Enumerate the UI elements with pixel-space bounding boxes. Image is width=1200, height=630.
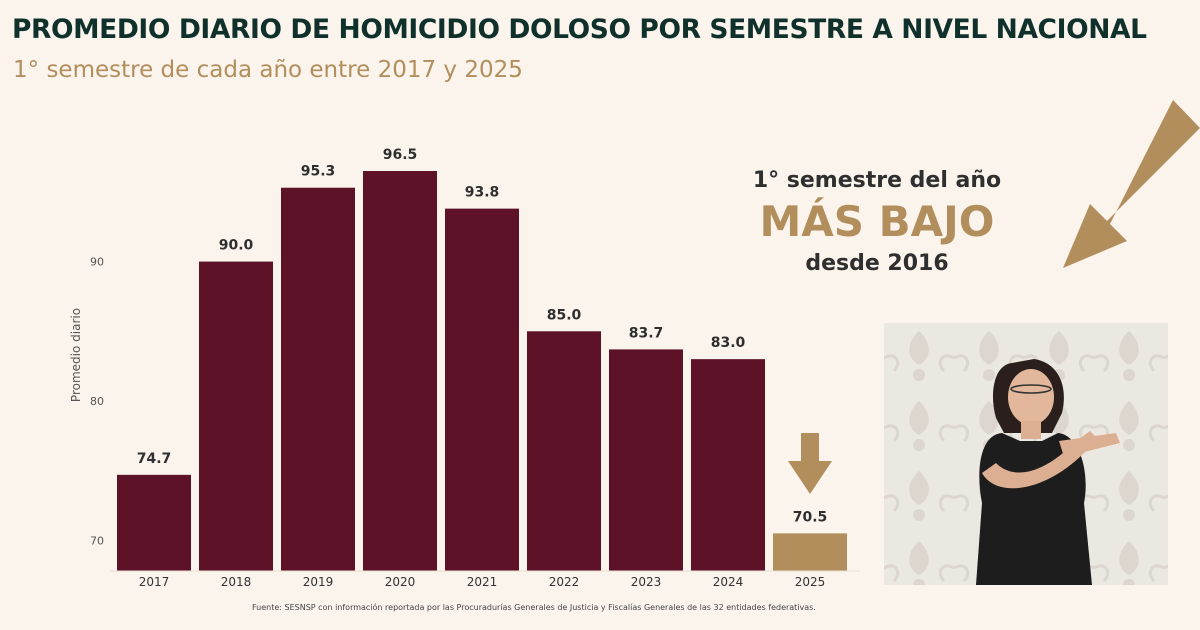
- callout-line-2: MÁS BAJO: [759, 197, 995, 246]
- bar-2021: [445, 208, 519, 571]
- x-tick-label-2021: 2021: [467, 575, 498, 589]
- source-note: Fuente: SESNSP con información reportada…: [252, 603, 816, 612]
- value-label-2022: 85.0: [547, 307, 582, 323]
- value-label-2019: 95.3: [301, 164, 336, 180]
- y-tick-label: 90: [90, 256, 104, 269]
- x-tick-label-2017: 2017: [139, 575, 170, 589]
- callout-line-3: desde 2016: [805, 251, 949, 276]
- bar-2025: [773, 533, 847, 571]
- chart-subtitle: 1° semestre de cada año entre 2017 y 202…: [13, 57, 523, 83]
- down-arrow-icon: [788, 433, 832, 494]
- bar-chart: Promedio diario 70 80 90 74.7 2017 90.0 2018 95.…: [69, 147, 860, 589]
- x-tick-label-2019: 2019: [303, 575, 334, 589]
- chart-title: PROMEDIO DIARIO DE HOMICIDIO DOLOSO POR …: [12, 14, 1147, 45]
- value-label-2017: 74.7: [137, 451, 172, 467]
- x-tick-label-2025: 2025: [795, 575, 826, 589]
- bar-2018: [199, 261, 273, 571]
- sign-language-video: [884, 323, 1168, 585]
- bar-2024: [691, 359, 765, 571]
- value-label-2024: 83.0: [711, 335, 746, 351]
- value-label-2023: 83.7: [629, 325, 664, 341]
- x-tick-label-2020: 2020: [385, 575, 416, 589]
- callout-line-1: 1° semestre del año: [752, 168, 1002, 193]
- x-tick-label-2023: 2023: [631, 575, 662, 589]
- x-tick-label-2024: 2024: [713, 575, 744, 589]
- value-label-2025: 70.5: [793, 509, 828, 525]
- y-axis-label: Promedio diario: [69, 308, 83, 402]
- bar-2022: [527, 331, 601, 571]
- bar-2020: [363, 171, 437, 571]
- bar-2017: [117, 474, 191, 571]
- diagonal-arrow-icon: [1063, 100, 1200, 268]
- y-tick-label: 70: [90, 534, 104, 547]
- bar-2023: [609, 349, 683, 571]
- value-label-2018: 90.0: [219, 238, 254, 254]
- callout-box: 1° semestre del año MÁS BAJO desde 2016: [700, 168, 1054, 276]
- y-tick-label: 80: [90, 395, 104, 408]
- bar-2019: [281, 187, 355, 571]
- value-label-2020: 96.5: [383, 147, 418, 163]
- x-tick-label-2018: 2018: [221, 575, 252, 589]
- interpreter-image: [884, 323, 1168, 585]
- x-tick-label-2022: 2022: [549, 575, 580, 589]
- value-label-2021: 93.8: [465, 185, 500, 201]
